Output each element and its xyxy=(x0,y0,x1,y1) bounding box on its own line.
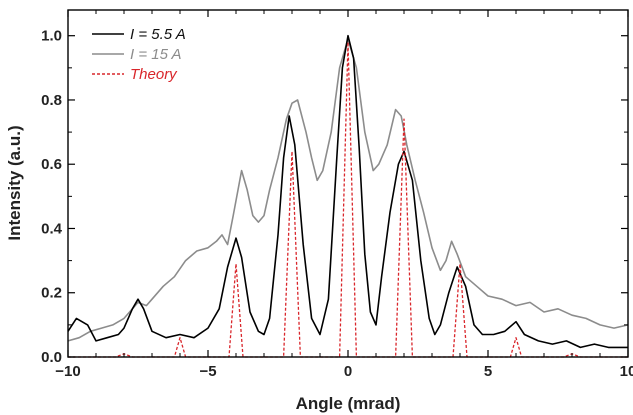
legend-label-theory: Theory xyxy=(130,66,178,83)
x-axis-title: Angle (mrad) xyxy=(296,394,401,413)
series-line-i-5-5-a xyxy=(67,34,628,349)
y-tick-label: 0.8 xyxy=(41,92,62,109)
tick-layer: −10 −5 0 5 10 0.0 0.2 0.4 0.6 0.8 1.0 xyxy=(41,10,633,380)
y-tick-label: 1.0 xyxy=(41,28,62,45)
x-tick-label: 10 xyxy=(620,363,633,380)
x-tick-label: −5 xyxy=(199,363,216,380)
series-layer xyxy=(67,34,629,358)
series-line-i-15-a xyxy=(67,38,629,342)
series-line-theory xyxy=(68,41,628,358)
legend-label-i-5-5-a: I = 5.5 A xyxy=(130,26,186,43)
y-axis-title: Intensity (a.u.) xyxy=(5,125,24,240)
x-tick-label: 5 xyxy=(484,363,492,380)
y-tick-label: 0.6 xyxy=(41,156,62,173)
y-tick-label: 0.2 xyxy=(41,285,62,302)
legend-label-i-15-a: I = 15 A xyxy=(130,46,182,63)
legend: I = 5.5 A I = 15 A Theory xyxy=(92,26,186,83)
x-tick-label: 0 xyxy=(344,363,352,380)
x-tick-label: −10 xyxy=(55,363,80,380)
y-tick-label: 0.0 xyxy=(41,349,62,366)
y-tick-label: 0.4 xyxy=(41,220,63,237)
